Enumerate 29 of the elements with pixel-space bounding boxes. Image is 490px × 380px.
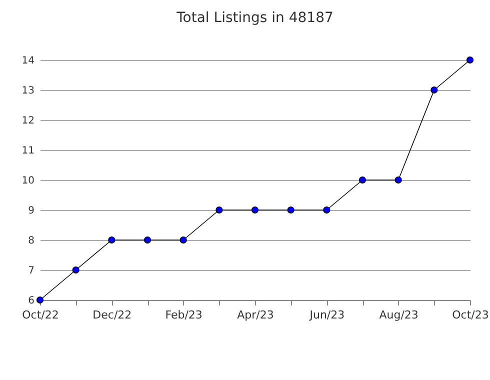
point: [144, 236, 152, 244]
y-tick-label: 10: [22, 176, 34, 186]
point: [430, 86, 438, 94]
point: [251, 206, 259, 214]
point: [72, 266, 80, 274]
x-tick-label: Apr/23: [237, 308, 274, 322]
x-tick-label: Aug/23: [379, 308, 418, 322]
y-tick-label: 7: [28, 266, 34, 276]
x-tick-label: Jun/23: [308, 308, 345, 322]
point: [394, 176, 402, 184]
x-tick-label: Dec/22: [92, 308, 132, 322]
point: [180, 236, 187, 244]
point: [323, 206, 330, 214]
x-tick-label: Feb/23: [165, 308, 202, 322]
y-tick-label: 11: [22, 146, 34, 156]
y-tick-label: 8: [28, 236, 34, 246]
point: [108, 236, 116, 244]
x-tick-label: Oct/22: [22, 308, 59, 322]
x-tick-label: Oct/23: [452, 308, 489, 322]
y-tick-label: 14: [22, 56, 34, 66]
chart-title: Total Listings in 48187: [176, 10, 334, 26]
y-tick-label: 12: [22, 116, 34, 126]
y-tick-label: 13: [22, 86, 34, 96]
point: [358, 176, 366, 184]
point: [466, 56, 474, 64]
point: [216, 206, 223, 214]
y-tick-label: 9: [28, 206, 34, 216]
point: [287, 206, 294, 214]
y-tick-label: 6: [28, 296, 34, 306]
